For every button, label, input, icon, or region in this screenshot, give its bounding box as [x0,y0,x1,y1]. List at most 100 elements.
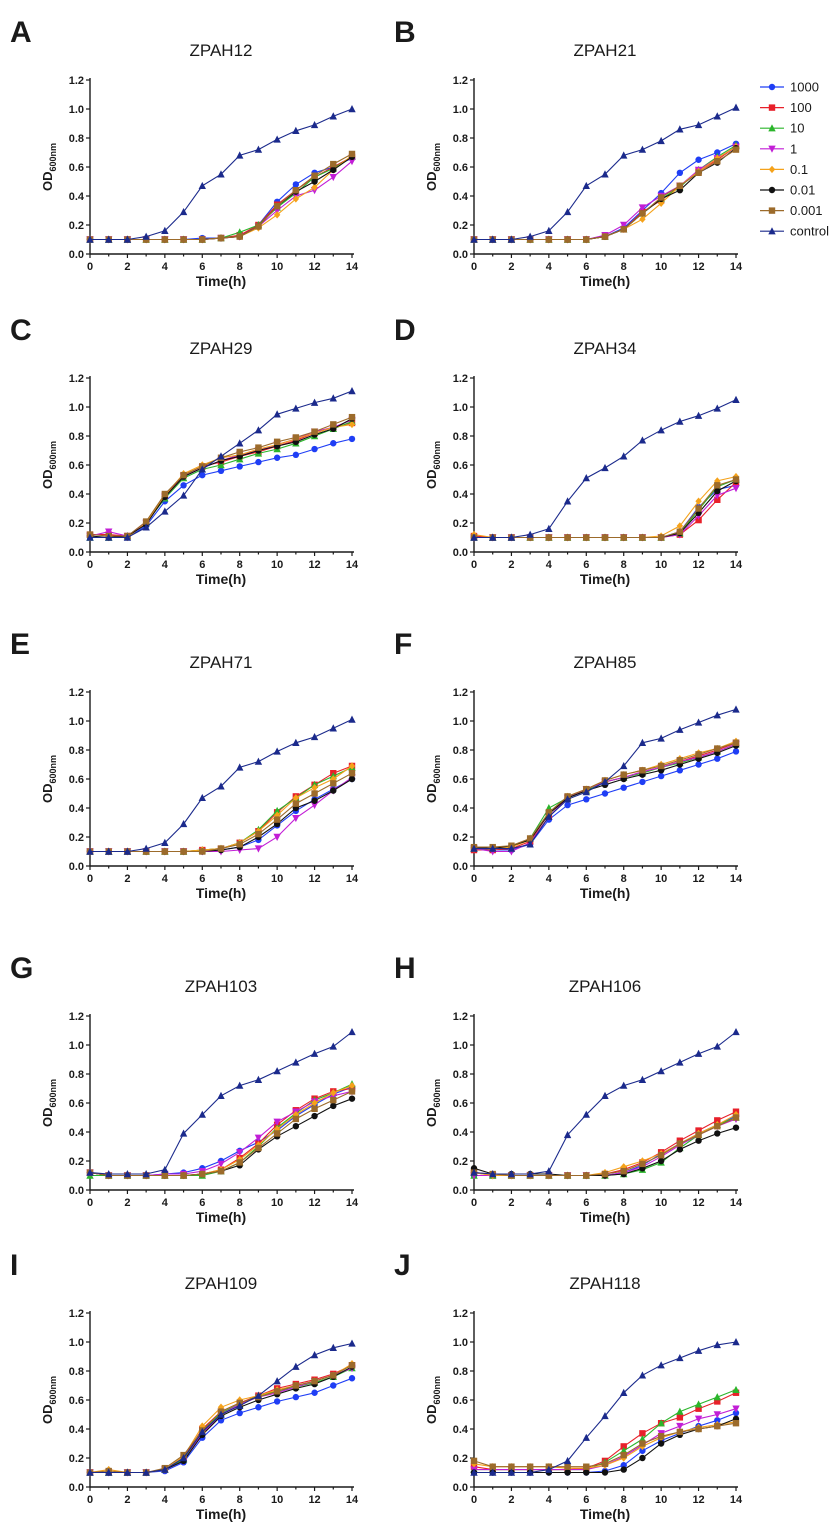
data-point [161,490,169,498]
series-control [86,387,356,541]
legend: 1000 100 10 1 0.1 0.01 0.001 control [760,80,829,239]
x-tick-label: 8 [237,1197,243,1209]
data-point [714,496,721,503]
data-point [470,1468,478,1476]
data-point [329,724,337,732]
data-point [329,394,337,402]
data-point [676,1422,684,1431]
data-point [639,767,646,774]
data-point [105,533,113,541]
data-point [329,1042,337,1050]
data-point [732,1027,740,1036]
data-point [639,215,646,223]
y-tick-label: 1.0 [69,1337,84,1349]
data-point [329,173,337,182]
y-tick-label: 0.8 [69,133,84,145]
data-point [694,1346,703,1354]
y-tick-label: 0.6 [69,1395,84,1407]
x-tick-label: 14 [346,1197,359,1209]
y-tick-label: 0.8 [453,1366,468,1378]
y-tick-label: 0.4 [69,489,85,501]
y-tick-label: 1.0 [453,1337,468,1349]
data-point [657,199,665,207]
data-point [292,1382,300,1389]
data-point [236,151,244,159]
data-point [236,1159,243,1166]
data-point [582,181,590,190]
data-point [620,1081,628,1089]
data-point [583,236,590,243]
y-tick-label: 0.8 [69,1069,84,1081]
y-axis-label-sub: 600nm [432,143,442,172]
panel-e: E ZPAH71 0.0 0.2 0.4 0.6 0.8 1.0 1.2 0 2 4 6 8 10 12 14 T… [10,628,359,901]
data-point [254,145,263,153]
data-point [105,235,113,243]
y-tick-label: 0.4 [453,1127,469,1139]
data-point [564,1463,571,1470]
y-axis-label: OD600nm [424,143,442,191]
series-0.001 [86,150,356,243]
data-point [638,738,647,746]
data-point [732,1114,740,1121]
data-point [311,1389,318,1396]
y-axis-label-sub: 600nm [48,1079,58,1108]
y-tick-label: 1.2 [453,1011,468,1023]
data-point [292,800,300,807]
data-point [545,226,553,234]
y-axis-label: OD600nm [40,755,58,803]
y-tick-label: 0.2 [69,1156,84,1168]
data-point [695,156,702,163]
data-point [657,194,665,201]
x-tick-label: 0 [471,873,477,885]
data-point [180,1172,187,1179]
data-point [489,844,497,852]
data-point [273,1118,281,1126]
y-tick-label: 1.0 [453,104,468,116]
y-tick-label: 0.0 [453,249,468,261]
panel-a: A ZPAH12 0.0 0.2 0.4 0.6 0.8 1.0 1.2 0 2 4 6 8 10 12 14 T… [10,16,359,289]
data-point [180,236,187,243]
x-tick-label: 14 [346,1494,359,1506]
x-tick-label: 6 [199,559,205,571]
data-point [545,812,553,820]
x-tick-label: 0 [87,261,93,273]
data-point [620,1451,627,1459]
data-point [713,1411,721,1419]
data-point [714,487,721,495]
data-point [638,1075,647,1083]
series-line [473,1117,737,1177]
data-point [676,522,684,530]
data-point [732,103,740,111]
data-point [310,801,319,810]
data-point [123,533,132,541]
y-tick-label: 1.2 [69,1308,84,1320]
y-tick-label: 0.4 [69,191,85,203]
panel-letter: F [394,628,412,661]
series-line [474,1115,737,1177]
y-axis-label-sub: 600nm [432,1079,442,1108]
x-tick-label: 6 [583,873,589,885]
y-axis-label-sub: 600nm [48,441,58,470]
x-tick-label: 2 [124,1197,130,1209]
panel-letter: B [394,16,416,49]
data-point [217,782,225,790]
y-tick-label: 1.2 [69,75,84,87]
y-axis-label-sub: 600nm [48,143,58,172]
y-axis-label: OD600nm [40,441,58,489]
panel-c: C ZPAH29 0.0 0.2 0.4 0.6 0.8 1.0 1.2 0 2 4 6 8 10 12 14 T… [10,314,359,587]
data-point [620,1443,627,1450]
data-point [123,1170,132,1178]
data-point [254,1134,263,1142]
x-tick-label: 6 [199,873,205,885]
data-point [508,1463,515,1470]
y-tick-label: 0.4 [453,489,469,501]
panel-letter: E [10,628,30,661]
x-tick-label: 10 [271,873,283,885]
data-point [310,732,319,741]
data-point [582,1110,590,1118]
series-control [470,103,740,243]
data-point [161,1165,169,1173]
x-tick-label: 2 [124,559,130,571]
series-control [86,105,356,243]
data-point [714,1422,721,1430]
